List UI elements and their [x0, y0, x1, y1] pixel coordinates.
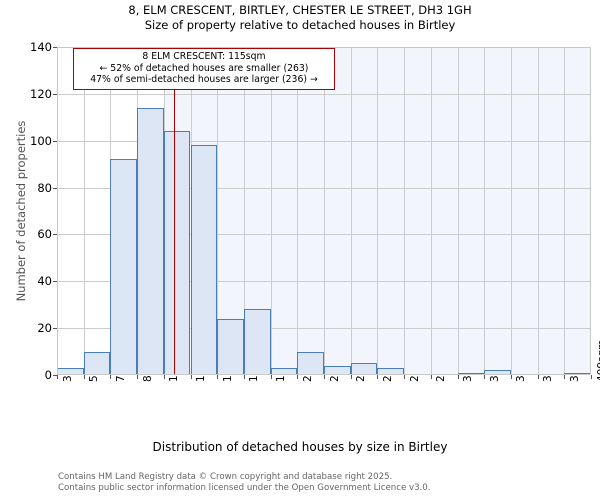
x-tick-mark	[591, 375, 592, 379]
histogram-bar	[163, 131, 191, 375]
gridline	[324, 47, 325, 375]
x-tick-mark	[110, 375, 112, 379]
histogram-bar	[324, 365, 351, 375]
x-tick-mark	[457, 375, 459, 379]
annotation-callout: 8 ELM CRESCENT: 115sqm ← 52% of detached…	[73, 48, 335, 90]
chart-subtitle: Size of property relative to detached ho…	[144, 18, 456, 32]
y-tick-mark	[53, 281, 57, 283]
gridline	[457, 47, 459, 375]
y-tick-mark	[53, 187, 57, 189]
x-tick-label: 409sqm	[595, 339, 600, 382]
y-tick-label: 40	[37, 274, 52, 289]
histogram-bar	[484, 370, 511, 375]
annotation-line-2: ← 52% of detached houses are smaller (26…	[99, 62, 309, 74]
x-axis-label: Distribution of detached houses by size …	[152, 440, 448, 454]
x-tick-mark	[324, 375, 325, 379]
x-tick-mark	[537, 375, 539, 379]
gridline	[430, 47, 432, 375]
gridline	[404, 47, 406, 375]
gridline	[83, 47, 85, 375]
histogram-bar	[243, 309, 271, 375]
histogram-bar	[270, 367, 298, 375]
y-tick-label: 20	[37, 321, 52, 336]
x-tick-mark	[57, 375, 58, 379]
gridline	[270, 47, 272, 375]
y-tick-label: 60	[37, 227, 52, 242]
histogram-bar	[350, 363, 378, 375]
property-marker-line	[173, 47, 176, 375]
histogram-bar	[377, 367, 405, 375]
plot-area	[57, 47, 591, 375]
gridline	[510, 47, 512, 375]
x-tick-mark	[484, 375, 486, 379]
histogram-bar	[190, 145, 218, 375]
gridline	[537, 47, 539, 375]
x-tick-mark	[270, 375, 272, 379]
x-tick-mark	[430, 375, 432, 379]
x-tick-mark	[190, 375, 192, 379]
y-tick-mark	[53, 93, 57, 95]
x-tick-mark	[137, 375, 139, 379]
annotation-line-1: 8 ELM CRESCENT: 115sqm	[142, 51, 266, 62]
y-tick-mark	[53, 234, 57, 236]
histogram-bar	[297, 351, 324, 375]
y-tick-mark	[53, 47, 57, 48]
x-tick-mark	[163, 375, 165, 379]
gridline	[297, 47, 299, 375]
y-tick-label: 140	[30, 40, 52, 54]
chart-title: 8, ELM CRESCENT, BIRTLEY, CHESTER LE STR…	[128, 3, 472, 17]
footer-line-2: Contains public sector information licen…	[58, 483, 431, 493]
gridline	[564, 47, 566, 375]
gridline	[377, 47, 379, 375]
histogram-bar	[57, 367, 84, 375]
gridline	[350, 47, 352, 375]
histogram-bar	[137, 107, 164, 375]
y-tick-label: 0	[44, 368, 52, 382]
y-tick-mark	[53, 375, 57, 376]
y-tick-label: 120	[30, 86, 52, 101]
footer-line-1: Contains HM Land Registry data © Crown c…	[58, 472, 393, 482]
x-tick-mark	[404, 375, 406, 379]
y-tick-label: 100	[30, 133, 52, 148]
histogram-bar	[110, 159, 138, 375]
x-tick-mark	[564, 375, 566, 379]
x-tick-mark	[243, 375, 245, 379]
footer-attribution: Contains HM Land Registry data © Crown c…	[58, 472, 430, 494]
x-tick-mark	[217, 375, 219, 379]
gridline	[243, 47, 245, 375]
y-tick-mark	[53, 328, 57, 330]
x-tick-mark	[510, 375, 512, 379]
histogram-bar	[217, 318, 244, 375]
x-tick-mark	[350, 375, 352, 379]
gridline	[484, 47, 486, 375]
x-tick-mark	[83, 375, 85, 379]
y-tick-mark	[53, 140, 57, 142]
title-block: 8, ELM CRESCENT, BIRTLEY, CHESTER LE STR…	[0, 3, 600, 33]
histogram-bar	[564, 372, 591, 375]
y-tick-label: 80	[37, 180, 52, 195]
annotation-line-3: 47% of semi-detached houses are larger (…	[90, 74, 318, 85]
gridline	[217, 47, 219, 375]
x-tick-mark	[377, 375, 379, 379]
histogram-bar	[457, 372, 485, 375]
histogram-bar	[83, 351, 111, 375]
x-tick-mark	[297, 375, 299, 379]
